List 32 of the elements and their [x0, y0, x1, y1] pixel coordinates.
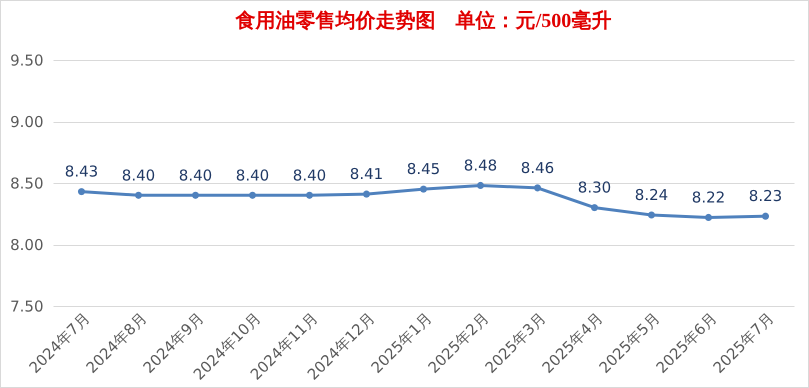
point	[248, 192, 256, 199]
data-label: 8.40	[178, 166, 212, 184]
point	[704, 214, 712, 221]
point	[534, 184, 542, 192]
point	[648, 211, 656, 219]
y-tick-label: 9.00	[10, 113, 44, 131]
point	[306, 192, 314, 199]
y-tick-label: 9.50	[10, 52, 44, 70]
data-label: 8.30	[578, 178, 612, 197]
data-label: 8.40	[122, 166, 156, 184]
data-label: 8.41	[350, 165, 384, 184]
data-label: 8.45	[406, 160, 440, 178]
point	[476, 182, 484, 189]
y-tick-label: 7.50	[10, 298, 44, 316]
point	[762, 212, 770, 220]
data-label: 8.43	[64, 162, 98, 181]
y-tick-label: 8.50	[10, 174, 44, 192]
point	[78, 188, 86, 196]
data-label: 8.40	[236, 166, 270, 184]
data-label: 8.46	[520, 158, 554, 177]
data-label: 8.24	[634, 186, 668, 204]
point	[420, 186, 428, 193]
data-label: 8.40	[292, 166, 326, 184]
point	[134, 192, 142, 199]
chart-title: 食用油零售均价走势图 单位：元/500毫升	[234, 9, 612, 32]
data-label: 8.22	[692, 188, 726, 206]
data-label: 8.48	[464, 156, 498, 174]
y-tick-label: 8.00	[10, 236, 44, 254]
point	[362, 190, 370, 198]
point	[590, 204, 598, 212]
point	[192, 192, 200, 199]
data-label: 8.23	[748, 187, 782, 206]
